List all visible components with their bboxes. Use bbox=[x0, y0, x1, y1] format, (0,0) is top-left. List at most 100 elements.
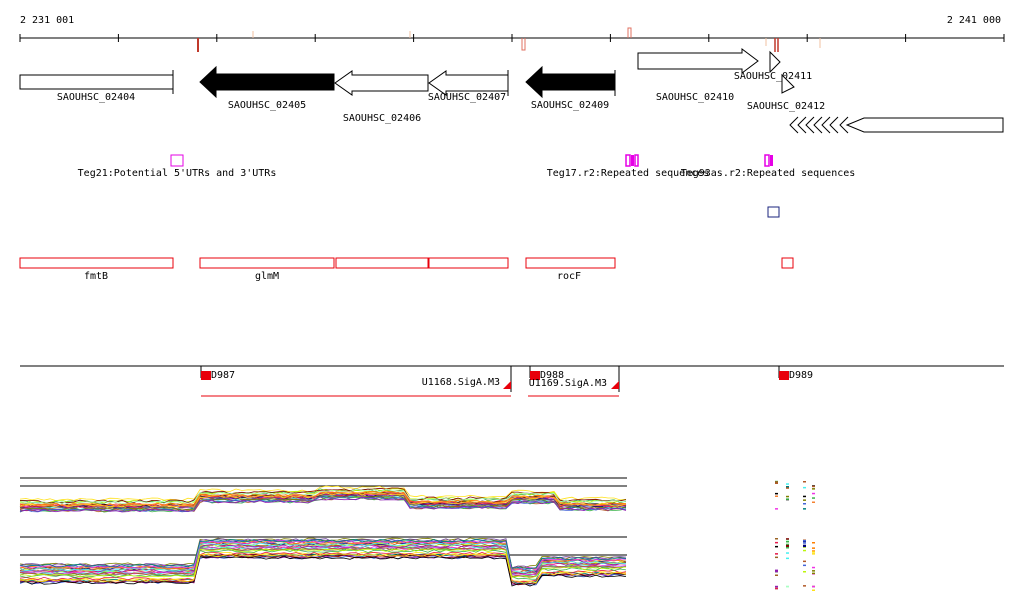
promoter-label: D988 bbox=[540, 370, 564, 381]
operon-box[interactable] bbox=[428, 257, 509, 269]
annotation-marker[interactable] bbox=[770, 155, 773, 166]
promoter-marker[interactable] bbox=[779, 371, 789, 380]
expression-dash bbox=[812, 572, 815, 575]
gene-feature[interactable] bbox=[769, 50, 781, 74]
expression-dash bbox=[786, 585, 789, 588]
expression-traces-lower bbox=[19, 537, 627, 587]
promoter-marker[interactable] bbox=[201, 371, 211, 380]
gene-feature[interactable] bbox=[199, 65, 335, 99]
gene-label: SAOUHSC_02406 bbox=[343, 113, 421, 124]
expression-dash bbox=[775, 570, 778, 573]
gene-feature[interactable] bbox=[525, 65, 616, 99]
misc-feature-box[interactable] bbox=[767, 206, 780, 218]
expression-dash bbox=[786, 557, 789, 560]
annotation-marker[interactable] bbox=[631, 155, 634, 166]
expression-dash bbox=[786, 538, 789, 540]
annotation-marker[interactable] bbox=[634, 154, 639, 167]
gene-label: SAOUHSC_02411 bbox=[734, 71, 812, 82]
gene-label: SAOUHSC_02405 bbox=[228, 100, 306, 111]
expression-dash bbox=[812, 550, 815, 552]
gene-feature[interactable] bbox=[781, 73, 795, 94]
expression-dash bbox=[775, 541, 778, 544]
expression-dash bbox=[786, 486, 789, 488]
promoter-marker[interactable] bbox=[530, 371, 540, 380]
gene-feature[interactable] bbox=[428, 70, 509, 96]
expression-dash bbox=[786, 546, 789, 548]
expression-dash bbox=[775, 545, 778, 548]
gene-feature[interactable] bbox=[19, 74, 174, 90]
expression-dash bbox=[786, 495, 789, 498]
annotation-marker[interactable] bbox=[170, 154, 184, 167]
expression-dash bbox=[812, 492, 815, 495]
expression-dash bbox=[775, 482, 778, 484]
expression-dash bbox=[786, 543, 789, 546]
expression-dash bbox=[803, 508, 806, 510]
expression-trace bbox=[19, 488, 627, 505]
regulon-marker[interactable] bbox=[611, 381, 619, 389]
expression-dash bbox=[786, 539, 789, 541]
expression-trace bbox=[19, 491, 627, 508]
operon-label: fmtB bbox=[84, 271, 108, 282]
gene-feature[interactable] bbox=[845, 117, 1004, 133]
gene-chevron bbox=[821, 116, 831, 134]
regulon-label: U1168.SigA.M3 bbox=[422, 377, 500, 388]
expression-dash bbox=[786, 483, 789, 485]
promoter-track: D987 D988 D989 U1168.SigA.M3 U1169.SigA.… bbox=[20, 365, 1004, 397]
expression-dash bbox=[812, 501, 815, 503]
expression-traces-right bbox=[775, 480, 815, 591]
expression-trace bbox=[19, 496, 627, 513]
expression-dash bbox=[803, 564, 806, 567]
expression-trace bbox=[19, 493, 627, 509]
ruler-markers bbox=[197, 27, 821, 52]
operon-box[interactable] bbox=[335, 257, 429, 269]
gene-label: SAOUHSC_02404 bbox=[57, 92, 135, 103]
annotation-marker[interactable] bbox=[764, 154, 770, 167]
gene-label: SAOUHSC_02410 bbox=[656, 92, 734, 103]
operon-box[interactable] bbox=[525, 257, 616, 269]
expression-dash bbox=[803, 542, 806, 544]
expression-trace bbox=[19, 553, 627, 585]
gene-track: SAOUHSC_02404 SAOUHSC_02405 SAOUHSC_0240… bbox=[19, 48, 1004, 134]
expression-dash bbox=[812, 497, 815, 499]
expression-dash bbox=[775, 492, 778, 495]
expression-dash bbox=[775, 585, 778, 588]
expression-dash bbox=[786, 544, 789, 547]
expression-track bbox=[19, 477, 815, 591]
expression-dash bbox=[803, 540, 806, 542]
gene-chevron bbox=[789, 116, 799, 134]
expression-trace bbox=[19, 555, 627, 587]
annotation-track: Teg21:Potential 5'UTRs and 3'UTRs Teg17.… bbox=[78, 154, 855, 218]
operon-label: rocF bbox=[557, 271, 581, 282]
expression-dash bbox=[803, 499, 806, 501]
gene-label: SAOUHSC_02407 bbox=[428, 92, 506, 103]
expression-dash bbox=[803, 544, 806, 547]
expression-trace bbox=[19, 542, 627, 574]
expression-dash bbox=[775, 481, 778, 483]
expression-trace bbox=[19, 538, 627, 570]
regulon-marker[interactable] bbox=[503, 381, 511, 389]
gene-feature-cluster[interactable] bbox=[789, 116, 849, 134]
gene-feature[interactable] bbox=[637, 48, 759, 74]
expression-dash bbox=[812, 485, 815, 488]
expression-dash bbox=[803, 481, 806, 483]
annotation-marker[interactable] bbox=[625, 154, 631, 167]
expression-dash bbox=[775, 508, 778, 510]
expression-dash bbox=[812, 547, 815, 549]
expression-dash bbox=[786, 547, 789, 549]
expression-dash bbox=[786, 552, 789, 554]
annotation-label: Teg21:Potential 5'UTRs and 3'UTRs bbox=[78, 168, 277, 179]
gene-chevron bbox=[839, 116, 849, 134]
expression-dash bbox=[775, 556, 778, 559]
gene-feature[interactable] bbox=[334, 70, 429, 96]
operon-box[interactable] bbox=[781, 257, 794, 269]
expression-dash bbox=[775, 538, 778, 540]
expression-dash bbox=[803, 503, 806, 505]
operon-box[interactable] bbox=[199, 257, 335, 269]
expression-dash bbox=[775, 495, 778, 497]
operon-box[interactable] bbox=[19, 257, 174, 269]
gene-label: SAOUHSC_02412 bbox=[747, 101, 825, 112]
expression-dash bbox=[775, 553, 778, 555]
expression-dash bbox=[812, 551, 815, 553]
expression-trace bbox=[19, 491, 627, 508]
promoter-label: D987 bbox=[211, 370, 235, 381]
